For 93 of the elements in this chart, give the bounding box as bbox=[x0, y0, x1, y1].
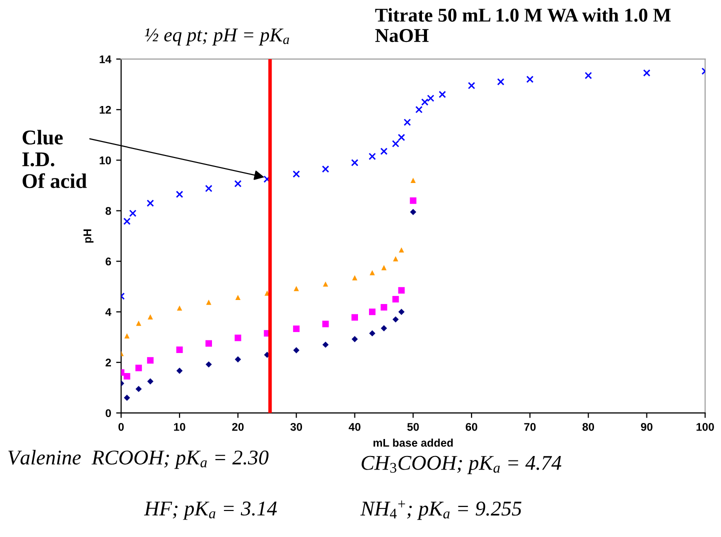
point bbox=[404, 118, 411, 126]
point bbox=[124, 394, 130, 401]
point bbox=[148, 314, 153, 320]
point bbox=[124, 333, 130, 338]
x-tick-label: 80 bbox=[582, 422, 594, 431]
point bbox=[380, 148, 388, 155]
point bbox=[352, 275, 358, 280]
ref-line-label: ½ eq pt; pH = pK$_{a}$ bbox=[144, 28, 290, 46]
point bbox=[584, 72, 592, 80]
point bbox=[176, 368, 183, 374]
point bbox=[322, 342, 329, 348]
x-tick-label: 100 bbox=[696, 422, 714, 431]
x-tick-label: 70 bbox=[524, 422, 536, 431]
point bbox=[176, 190, 184, 198]
y-axis-title: pH bbox=[84, 229, 94, 243]
point bbox=[294, 286, 299, 292]
point bbox=[146, 200, 154, 207]
x-tick-label: 10 bbox=[174, 422, 186, 431]
point bbox=[410, 208, 416, 216]
text: CH$_{3}$COOH; pK$_{a}$ = 4.74 bbox=[362, 456, 562, 474]
point bbox=[381, 265, 387, 270]
x-axis-title: mL base added bbox=[374, 438, 453, 447]
point bbox=[438, 90, 446, 98]
y-tick-label: 12 bbox=[100, 106, 111, 114]
point bbox=[205, 340, 212, 347]
point bbox=[415, 106, 423, 114]
y-tick-label: 2 bbox=[106, 358, 111, 366]
chart-title: Titrate 50 mL 1.0 M WA with 1.0 M NaOH bbox=[375, 8, 671, 42]
point bbox=[322, 281, 328, 287]
point bbox=[398, 287, 405, 294]
y-tick-label: 4 bbox=[105, 308, 112, 316]
point bbox=[147, 378, 154, 384]
point bbox=[392, 140, 400, 148]
point bbox=[398, 134, 406, 142]
point bbox=[380, 325, 388, 332]
point bbox=[369, 330, 376, 336]
x-tick-label: 40 bbox=[348, 422, 360, 431]
point bbox=[206, 361, 212, 368]
point bbox=[129, 210, 136, 217]
point bbox=[234, 180, 242, 188]
x-tick-label: 50 bbox=[407, 422, 419, 431]
point bbox=[205, 184, 212, 192]
y-tick-label: 6 bbox=[106, 258, 112, 266]
point bbox=[135, 364, 142, 372]
x-tick-label: 30 bbox=[290, 422, 302, 431]
point bbox=[136, 320, 142, 326]
point bbox=[392, 316, 399, 323]
text: Valenine RCOOH; pK$_{a}$ = 2.30 bbox=[8, 450, 268, 469]
point bbox=[176, 346, 183, 354]
point bbox=[322, 165, 330, 173]
point bbox=[293, 347, 300, 354]
point bbox=[123, 218, 131, 225]
point bbox=[147, 357, 154, 364]
point bbox=[526, 76, 534, 83]
point bbox=[410, 197, 416, 204]
point bbox=[235, 294, 241, 300]
point bbox=[352, 336, 358, 342]
annotation: Clue I.D. Of acid bbox=[22, 130, 87, 188]
point bbox=[322, 320, 329, 328]
point bbox=[234, 356, 242, 362]
point bbox=[293, 326, 300, 332]
point bbox=[421, 98, 428, 106]
point bbox=[368, 308, 376, 316]
point bbox=[351, 314, 358, 321]
x-tick-label: 90 bbox=[640, 422, 652, 431]
point bbox=[234, 334, 242, 342]
x-tick-label: 0 bbox=[118, 422, 124, 431]
x-tick-label: 20 bbox=[232, 422, 244, 431]
point bbox=[393, 256, 398, 262]
point bbox=[380, 304, 388, 311]
point bbox=[398, 308, 405, 315]
y-tick-label: 10 bbox=[100, 156, 111, 164]
point bbox=[370, 270, 375, 276]
point bbox=[643, 69, 650, 77]
text: HF; pK$_{a}$ = 3.14 bbox=[144, 502, 277, 520]
point bbox=[392, 296, 399, 302]
point bbox=[136, 386, 142, 392]
point bbox=[497, 78, 504, 86]
point bbox=[468, 82, 476, 90]
text: NH$_{4}$$^{+}$; pK$_{a}$ = 9.255 bbox=[360, 500, 522, 520]
point bbox=[398, 247, 404, 253]
point bbox=[176, 305, 182, 311]
point bbox=[410, 178, 416, 183]
y-tick-label: 14 bbox=[100, 55, 112, 64]
point bbox=[206, 300, 212, 305]
point bbox=[351, 159, 358, 166]
point bbox=[368, 152, 376, 160]
point bbox=[427, 94, 434, 102]
point bbox=[124, 373, 130, 380]
y-tick-label: 8 bbox=[106, 207, 112, 215]
x-tick-label: 60 bbox=[466, 422, 478, 431]
point bbox=[292, 170, 300, 178]
y-tick-label: 0 bbox=[106, 409, 111, 418]
